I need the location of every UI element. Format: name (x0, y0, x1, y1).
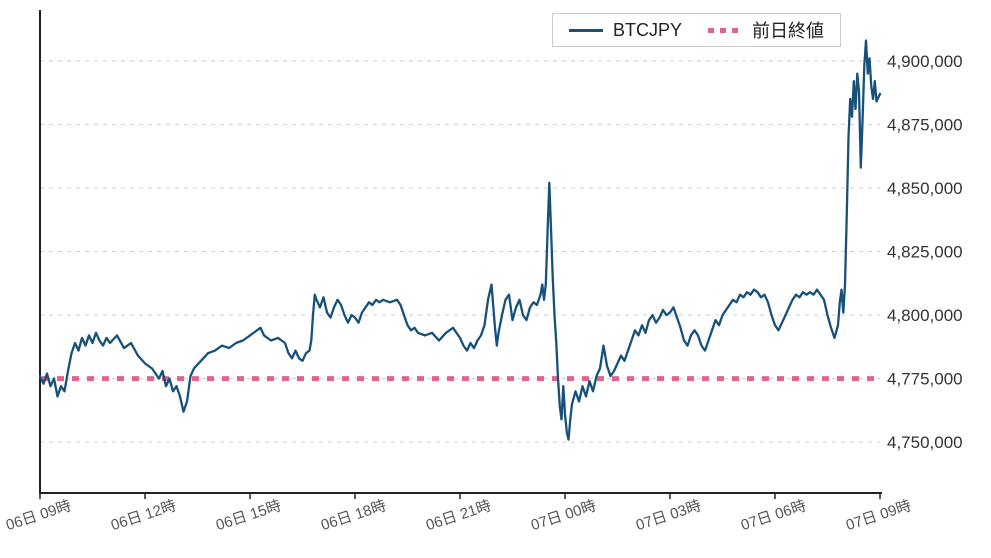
series-line-sample-icon (569, 28, 603, 32)
x-tick-label: 06日 21時 (424, 497, 493, 534)
y-tick-label: 4,825,000 (887, 243, 963, 262)
y-tick-label: 4,775,000 (887, 370, 963, 389)
reference-dotted-sample-icon (708, 27, 743, 33)
series-line-btcjpy (38, 39, 882, 441)
x-tick-label: 06日 18時 (319, 497, 388, 534)
legend-reference-label: 前日終値 (752, 21, 825, 41)
y-tick-label: 4,850,000 (887, 179, 963, 198)
x-tick-label: 07日 06時 (739, 497, 808, 534)
x-tick-label: 07日 00時 (529, 497, 598, 534)
chart-legend: BTCJPY 前日終値 (552, 13, 842, 47)
legend-item-previous-close[interactable]: 前日終値 (708, 17, 824, 43)
x-tick-label: 07日 03時 (634, 497, 703, 534)
legend-item-btcjpy[interactable]: BTCJPY (569, 20, 682, 41)
x-tick-label: 06日 12時 (109, 497, 178, 534)
x-tick-label: 06日 09時 (4, 497, 73, 534)
y-tick-label: 4,875,000 (887, 115, 963, 134)
x-tick-label: 06日 15時 (214, 497, 283, 534)
y-tick-label: 4,800,000 (887, 306, 963, 325)
legend-series-label: BTCJPY (613, 19, 683, 40)
x-tick-label: 07日 09時 (844, 497, 913, 534)
y-tick-label: 4,900,000 (887, 52, 963, 71)
y-tick-label: 4,750,000 (887, 433, 963, 452)
